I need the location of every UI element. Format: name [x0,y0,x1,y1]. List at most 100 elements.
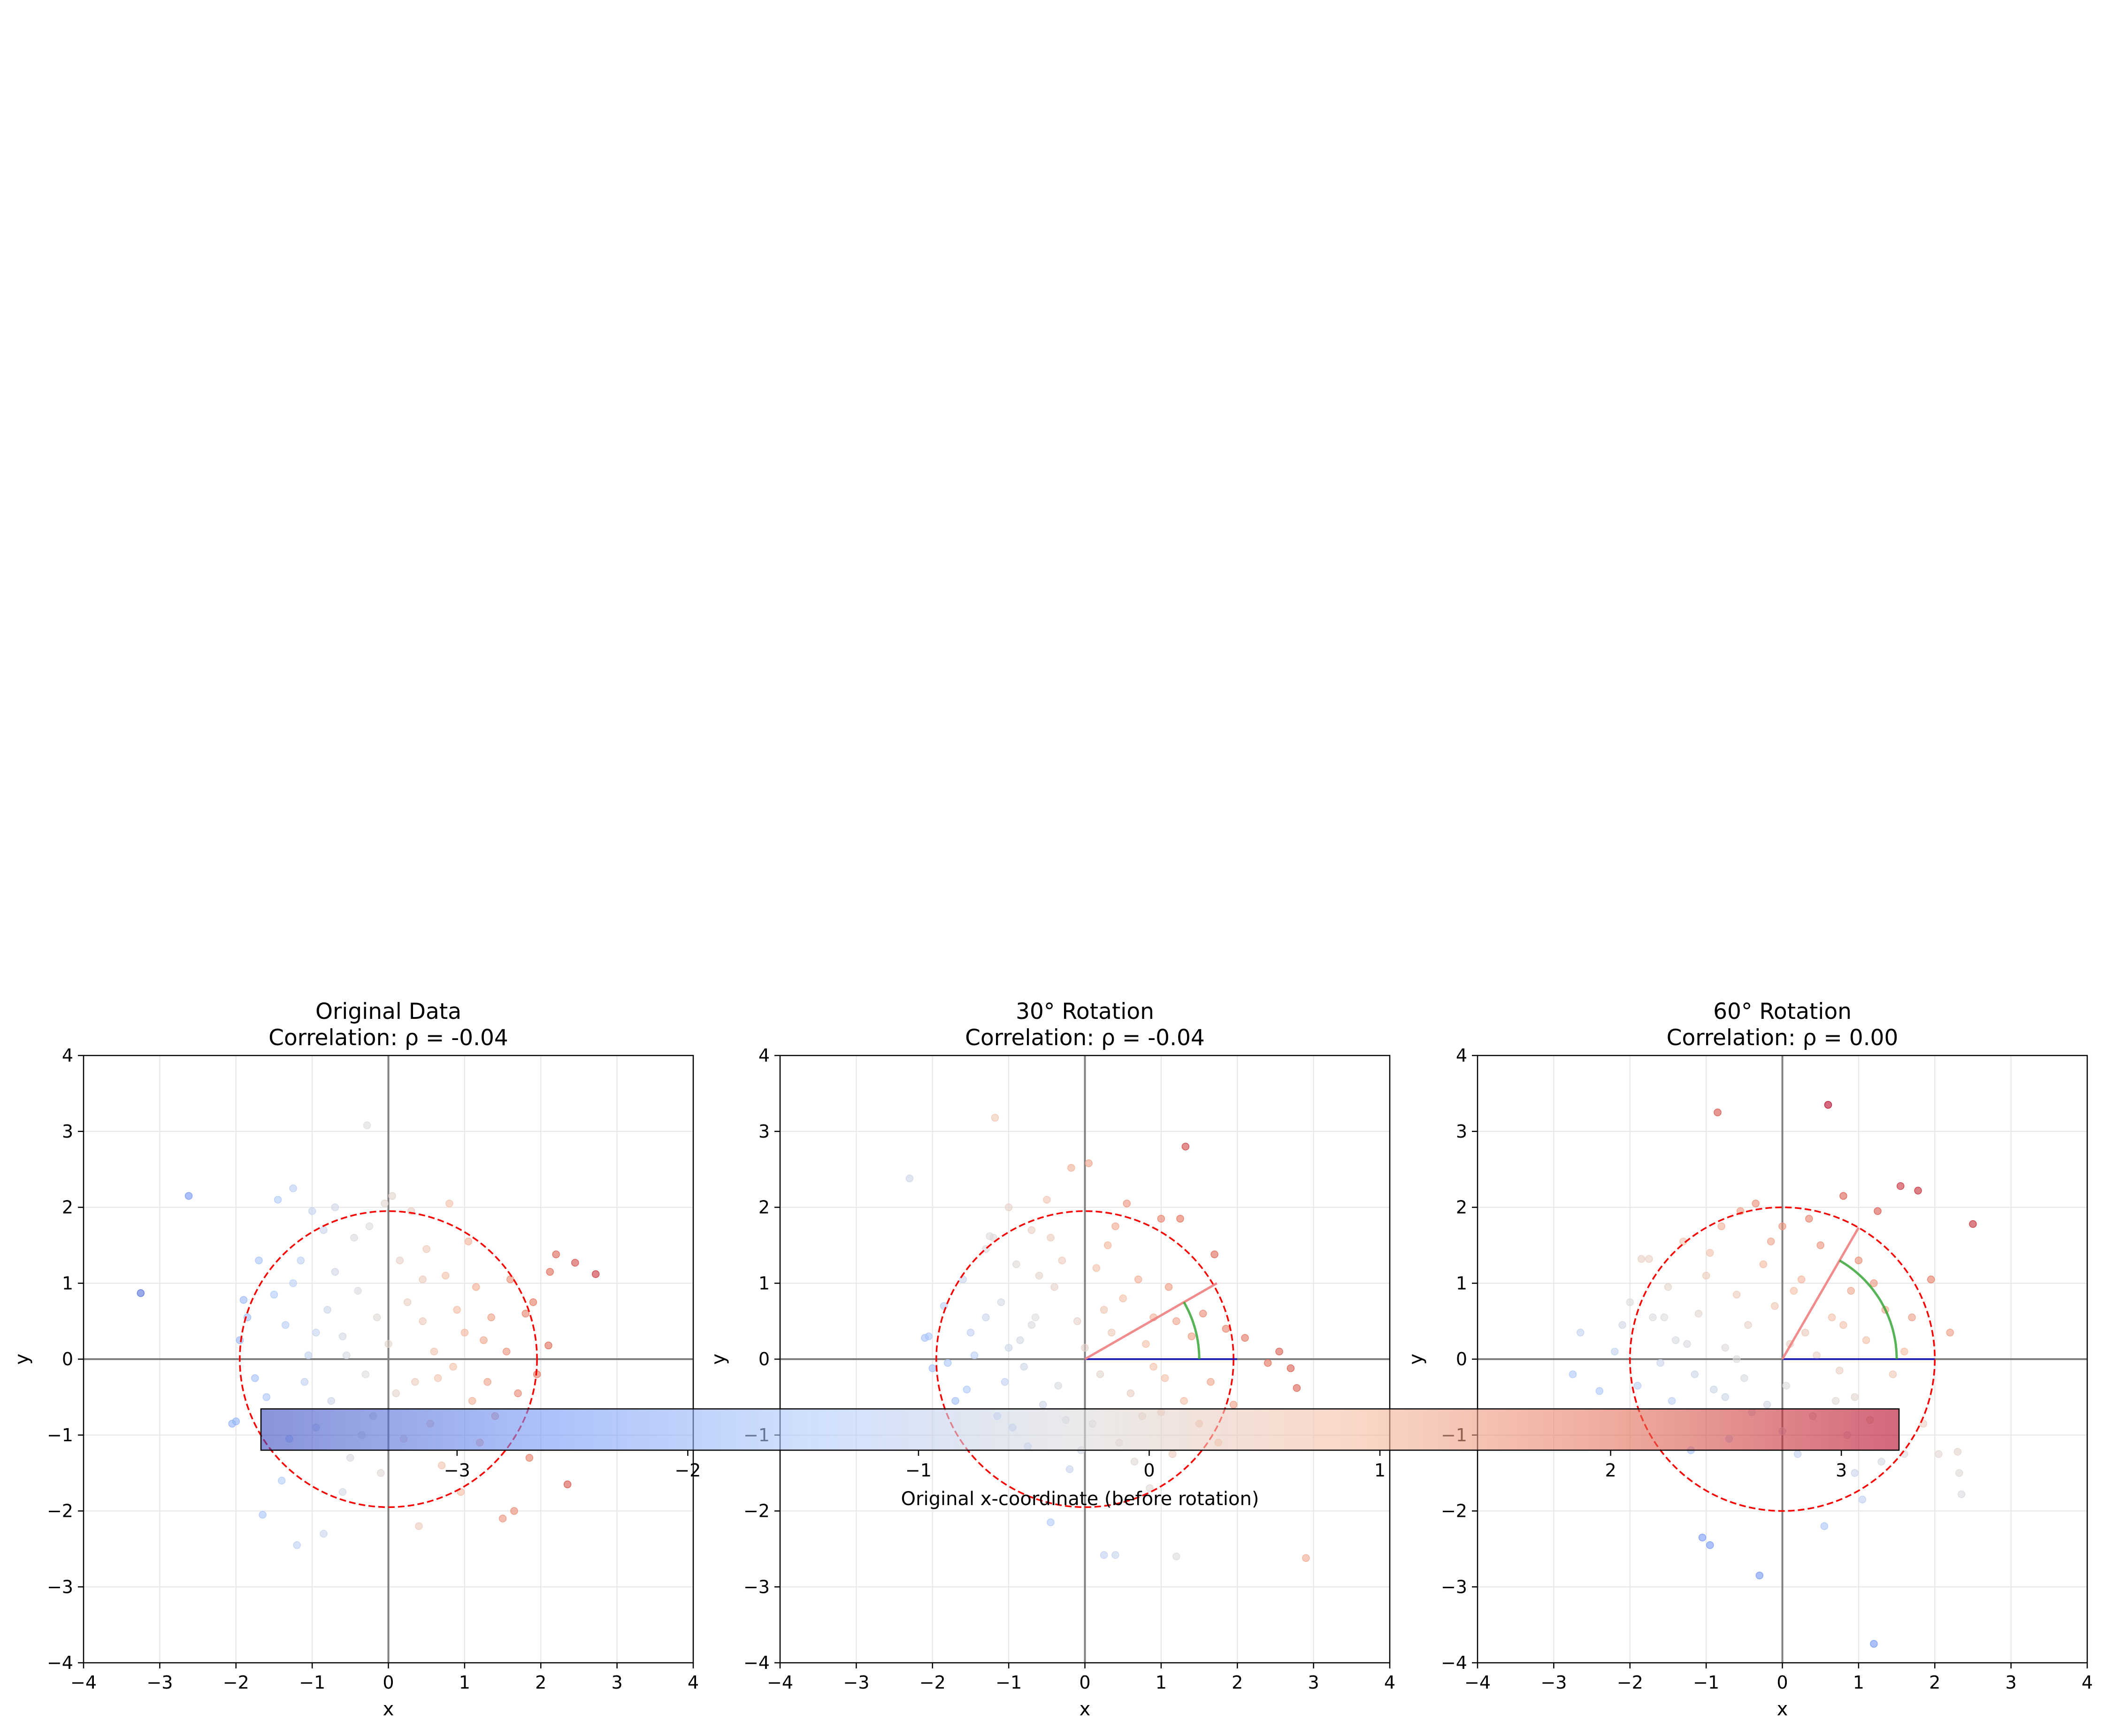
data-point [1207,1378,1215,1386]
colorbar-tick-label: −1 [905,1460,932,1481]
data-point [1900,1347,1908,1356]
data-point [1569,1370,1577,1378]
data-point [442,1271,450,1280]
data-point [1027,1226,1036,1234]
data-point [1031,1313,1040,1322]
data-point [363,1121,371,1130]
data-point [1914,1186,1922,1195]
data-point [1004,1203,1013,1211]
data-point [1293,1384,1301,1392]
data-point [502,1347,511,1356]
data-point [1710,1385,1718,1393]
data-point [1778,1222,1786,1231]
data-point [437,1461,446,1469]
data-point [1702,1271,1710,1280]
data-point [1210,1250,1218,1259]
x-tick-label: 4 [1384,1672,1395,1693]
data-point [1222,1325,1230,1333]
data-point [1656,1359,1664,1367]
x-tick-label: −1 [1693,1672,1719,1693]
panel-1: −4 −3 −2 −1 0 1 2 3 4 −4 −3 −2 −1 0 1 2 3 4 x y Original Dat… [11,999,699,1720]
data-point [1645,1255,1653,1263]
data-point [411,1378,419,1386]
data-point [1805,1215,1813,1223]
data-point [1172,1552,1180,1560]
data-point [1085,1159,1093,1167]
data-point [1130,1458,1139,1466]
data-point [1081,1344,1089,1352]
data-point [415,1522,423,1530]
data-point [591,1270,600,1278]
data-point [1103,1241,1112,1249]
x-tick-label: 2 [1929,1672,1940,1693]
data-point [1927,1275,1935,1284]
x-tick-label: −1 [996,1672,1022,1693]
data-point [1698,1533,1707,1542]
data-point [1969,1220,1977,1228]
data-point [1851,1469,1859,1477]
data-point [1660,1313,1669,1322]
data-point [1618,1321,1626,1329]
data-point [312,1329,320,1337]
data-point [1172,1317,1180,1325]
x-tick-label: 3 [1308,1672,1319,1693]
data-point [308,1207,316,1215]
data-point [1790,1287,1798,1295]
data-point [991,1114,999,1122]
data-point [1595,1387,1604,1395]
data-point [320,1530,328,1538]
data-point [377,1469,385,1477]
data-point [373,1313,381,1322]
data-point [1759,1260,1768,1269]
data-point [1671,1336,1680,1344]
data-point [506,1275,514,1284]
x-tick-label: −3 [1540,1672,1567,1693]
data-point [1164,1283,1173,1291]
data-point [525,1454,534,1462]
y-tick-label: −2 [743,1501,770,1522]
data-point [1241,1334,1249,1342]
data-point [1020,1362,1028,1371]
data-point [327,1397,335,1405]
data-point [1683,1340,1691,1348]
x-tick-label: 1 [459,1672,470,1693]
data-point [571,1259,579,1267]
x-axis-label: x [1777,1698,1788,1720]
colorbar-frame [260,1408,1900,1451]
x-tick-label: 0 [383,1672,394,1693]
data-point [184,1192,193,1200]
data-point [1039,1400,1047,1409]
data-point [1744,1321,1752,1329]
data-point [546,1268,554,1276]
x-tick-label: −4 [1464,1672,1491,1693]
data-point [468,1397,476,1405]
data-point [1016,1336,1024,1344]
data-point [925,1332,933,1340]
data-point [951,1397,959,1405]
data-point [498,1514,507,1522]
y-tick-label: 1 [62,1273,73,1293]
data-point [1721,1393,1729,1401]
data-point [331,1203,339,1211]
data-point [1793,1450,1802,1458]
y-tick-label: −2 [1441,1501,1467,1522]
data-point [1067,1164,1075,1172]
data-point [905,1174,914,1183]
x-tick-label: −2 [919,1672,946,1693]
data-point [1896,1182,1905,1190]
chart-subtitle: Correlation: ρ = 0.00 [1667,1025,1899,1051]
data-point [1870,1640,1878,1648]
data-point [1123,1200,1131,1208]
colorbar-tick-label: 1 [1374,1460,1386,1481]
x-tick-label: −4 [767,1672,793,1693]
y-tick-label: 3 [1456,1121,1467,1142]
y-tick-label: 2 [62,1197,73,1218]
chart-title: Original Data [315,999,461,1025]
y-axis-label: y [708,1354,729,1365]
data-point [510,1507,518,1515]
x-tick-label: 4 [2082,1672,2093,1693]
data-point [1637,1255,1646,1263]
data-point [1870,1279,1878,1287]
data-point [297,1256,305,1264]
